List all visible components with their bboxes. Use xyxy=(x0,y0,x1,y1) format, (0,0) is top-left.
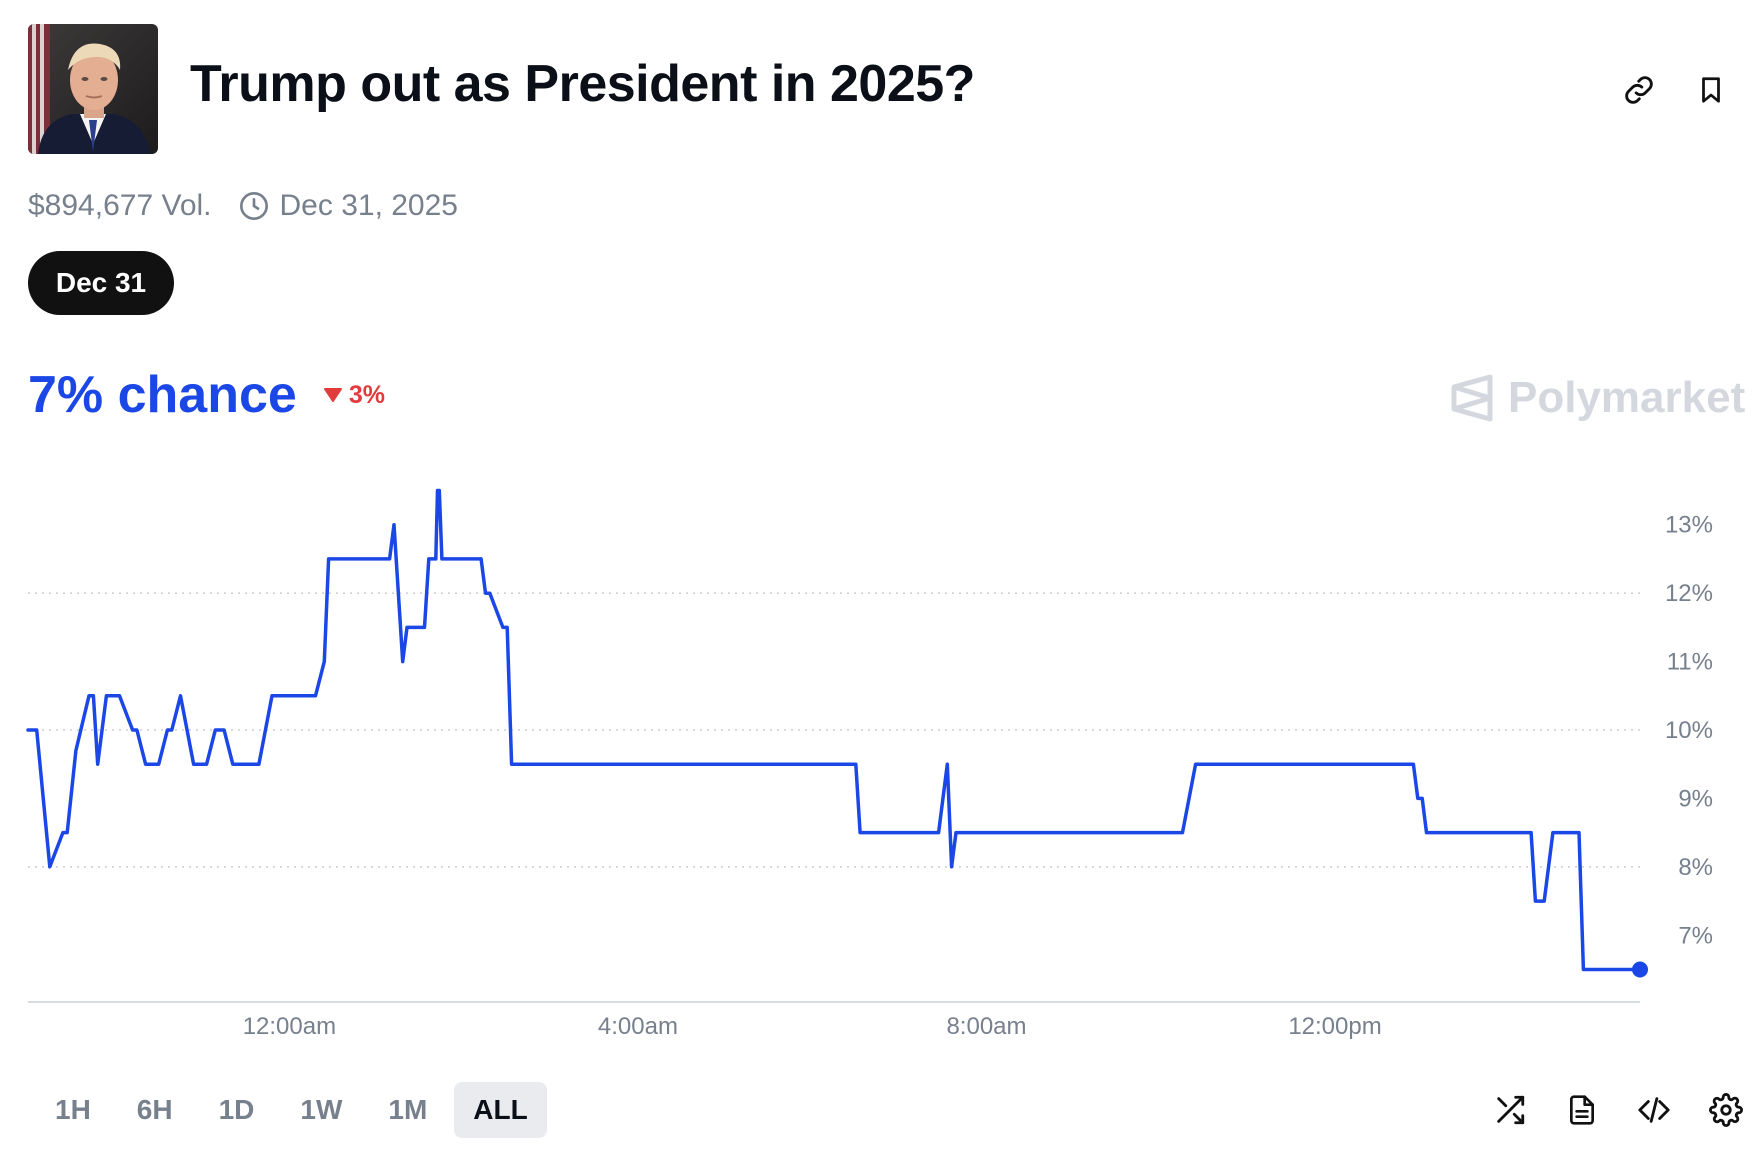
end-date-text: Dec 31, 2025 xyxy=(279,189,458,222)
y-tick-label: 9% xyxy=(1678,785,1713,812)
gear-icon[interactable] xyxy=(1702,1086,1750,1134)
market-header: Trump out as President in 2025? xyxy=(28,24,1736,154)
y-tick-label: 7% xyxy=(1678,922,1713,949)
y-tick-label: 13% xyxy=(1665,512,1713,539)
y-tick-label: 11% xyxy=(1667,649,1713,676)
chart-gridlines xyxy=(28,592,1640,868)
link-icon[interactable] xyxy=(1617,68,1661,112)
chance-value: 7% chance xyxy=(28,366,297,424)
range-button-1m[interactable]: 1M xyxy=(388,1094,428,1125)
x-tick-label: 12:00am xyxy=(243,1013,336,1040)
range-button-1d[interactable]: 1D xyxy=(218,1094,255,1125)
triangle-down-icon xyxy=(323,388,342,402)
range-button-1h[interactable]: 1H xyxy=(55,1094,91,1125)
market-title: Trump out as President in 2025? xyxy=(190,55,975,113)
shuffle-icon[interactable] xyxy=(1486,1086,1534,1134)
delta-value: 3% xyxy=(348,380,385,409)
y-tick-label: 8% xyxy=(1678,854,1713,881)
current-value-dot xyxy=(1632,961,1648,978)
market-meta: $894,677 Vol. Dec 31, 2025 xyxy=(28,186,458,226)
y-axis-ticks: 7% 8% 9% 10% 11% 12% 13% xyxy=(1665,512,1713,950)
range-button-6h[interactable]: 6H xyxy=(136,1094,173,1125)
y-tick-label: 12% xyxy=(1665,580,1713,607)
range-button-1w[interactable]: 1W xyxy=(300,1094,343,1125)
brand-name: Polymarket xyxy=(1508,373,1746,422)
chance-row: 7% chance 3% xyxy=(28,362,385,428)
x-tick-label: 12:00pm xyxy=(1288,1013,1381,1040)
clock-icon xyxy=(238,190,270,222)
x-axis-ticks: 12:00am 4:00am 8:00am 12:00pm xyxy=(243,1013,1382,1040)
date-pill-button[interactable]: Dec 31 xyxy=(28,251,174,315)
time-range-selector: 1H 6H 1D 1W 1M ALL xyxy=(36,1082,555,1138)
bookmark-icon[interactable] xyxy=(1689,68,1733,112)
chance-series-line xyxy=(26,488,1642,972)
x-tick-label: 8:00am xyxy=(946,1013,1026,1040)
polymarket-logo-icon xyxy=(1451,374,1493,422)
document-icon[interactable] xyxy=(1558,1086,1606,1134)
volume-text: $894,677 Vol. xyxy=(28,189,212,222)
code-icon[interactable] xyxy=(1630,1086,1678,1134)
market-portrait-image xyxy=(28,24,158,154)
range-button-all[interactable]: ALL xyxy=(454,1082,547,1138)
polymarket-watermark: Polymarket xyxy=(1450,370,1745,426)
delta-badge: 3% xyxy=(323,381,385,410)
x-tick-label: 4:00am xyxy=(598,1013,678,1040)
y-tick-label: 10% xyxy=(1665,717,1713,744)
